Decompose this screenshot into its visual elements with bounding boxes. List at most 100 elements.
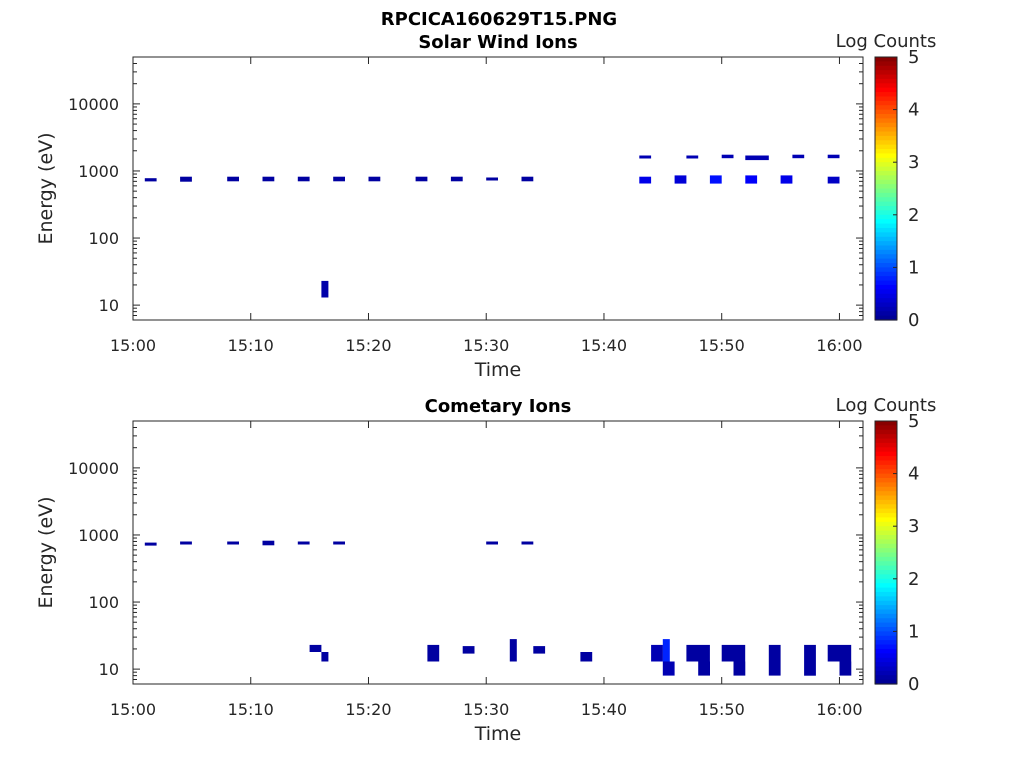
figure-title: RPCICA160629T15.PNG xyxy=(381,9,617,30)
colorbar-swatch xyxy=(875,613,897,619)
colorbar-swatch xyxy=(875,311,897,317)
colorbar-swatch xyxy=(875,565,897,571)
heatmap-cell xyxy=(427,652,440,662)
heatmap-cell xyxy=(733,661,746,676)
heatmap-cell xyxy=(486,541,498,545)
x-tick-label: 15:50 xyxy=(699,336,745,355)
colorbar-swatch xyxy=(875,425,897,431)
colorbar-swatch xyxy=(875,421,897,426)
y-axis-label: Energy (eV) xyxy=(35,132,57,244)
panels: Solar Wind Ions 15:00 15:10 15:20 15:30 15:40… xyxy=(35,31,936,745)
colorbar-swatch xyxy=(875,241,897,247)
heatmap-cell xyxy=(262,176,275,182)
colorbar-swatch xyxy=(875,464,897,470)
heatmap-cell xyxy=(450,176,463,182)
colorbar-swatch xyxy=(875,144,897,150)
y-tick-label: 1000 xyxy=(78,162,119,181)
colorbar-swatch xyxy=(875,460,897,466)
colorbar-swatch xyxy=(875,666,897,672)
colorbar-swatch xyxy=(875,109,897,115)
x-axis-label: Time xyxy=(474,359,522,381)
panel-title: Solar Wind Ions xyxy=(418,32,577,53)
colorbar-swatch xyxy=(875,477,897,483)
colorbar-swatch xyxy=(875,486,897,492)
heatmap-cell xyxy=(297,541,310,545)
x-tick-label: 15:10 xyxy=(228,336,274,355)
heatmap-cell xyxy=(686,155,699,159)
colorbar-swatch xyxy=(875,188,897,194)
colorbar-swatch xyxy=(875,434,897,440)
plot-frame xyxy=(132,56,864,321)
colorbar-swatch xyxy=(875,293,897,299)
colorbar-swatch xyxy=(875,429,897,435)
colorbar-swatch xyxy=(875,675,897,681)
colorbar-swatch xyxy=(875,61,897,67)
colorbar-swatch xyxy=(875,587,897,593)
colorbar-swatch xyxy=(875,92,897,98)
colorbar-swatch xyxy=(875,315,897,321)
heatmap-cell xyxy=(227,541,239,545)
colorbar-swatch xyxy=(875,118,897,124)
colorbar-tick-label: 5 xyxy=(908,47,919,68)
colorbar-tick-label: 4 xyxy=(908,464,919,485)
colorbar-swatch xyxy=(875,271,897,277)
heatmap-cell xyxy=(309,644,322,652)
y-tick-label: 10000 xyxy=(68,95,119,114)
colorbar-swatch xyxy=(875,210,897,216)
colorbar-swatch xyxy=(875,627,897,632)
colorbar-swatch xyxy=(875,179,897,185)
colorbar-swatch xyxy=(875,214,897,220)
heatmap-cell xyxy=(227,176,239,182)
y-axis: 10 100 1000 10000 xyxy=(68,420,863,685)
x-tick-label: 16:00 xyxy=(816,336,862,355)
colorbar-swatch xyxy=(875,640,897,646)
colorbar-swatch xyxy=(875,539,897,545)
heatmap-cell xyxy=(745,175,758,184)
colorbar-swatch xyxy=(875,618,897,624)
colorbar-swatch xyxy=(875,530,897,536)
x-axis: 15:00 15:10 15:20 15:30 15:40 15:50 16:00 xyxy=(110,421,863,719)
colorbar-swatch xyxy=(875,254,897,260)
heatmap-cell xyxy=(839,661,852,676)
heatmap-cell xyxy=(686,644,710,662)
colorbar-swatch xyxy=(875,175,897,181)
colorbar-label: Log Counts xyxy=(836,31,937,52)
colorbar-label: Log Counts xyxy=(836,395,937,416)
colorbar-swatch xyxy=(875,442,897,448)
x-axis: 15:00 15:10 15:20 15:30 15:40 15:50 16:00 xyxy=(110,57,863,355)
y-tick-label: 10000 xyxy=(68,459,119,478)
colorbar-swatch xyxy=(875,526,897,532)
colorbar-swatch xyxy=(875,263,897,268)
colorbar-swatch xyxy=(875,508,897,514)
colorbar-swatch xyxy=(875,552,897,558)
heatmap-cell xyxy=(144,542,157,546)
colorbar-swatch xyxy=(875,206,897,212)
colorbar-swatch xyxy=(875,74,897,80)
heatmap-cell xyxy=(521,176,534,182)
colorbar-swatch xyxy=(875,105,897,111)
heatmap-cell xyxy=(368,176,381,182)
colorbar-swatch xyxy=(875,447,897,453)
x-tick-label: 15:30 xyxy=(463,700,509,719)
colorbar-swatch xyxy=(875,153,897,159)
heatmap-cell xyxy=(721,644,746,662)
colorbar-swatch xyxy=(875,284,897,290)
heatmap-cell xyxy=(827,176,840,184)
heatmap-cell xyxy=(662,661,675,676)
colorbar-swatch xyxy=(875,591,897,597)
colorbar-swatch xyxy=(875,149,897,155)
colorbar-swatch xyxy=(875,306,897,312)
heatmap-cells xyxy=(144,154,840,298)
heatmap-cell xyxy=(827,644,852,662)
y-axis-label: Energy (eV) xyxy=(35,496,57,608)
colorbar-swatch xyxy=(875,127,897,133)
colorbar-swatch xyxy=(875,534,897,540)
colorbar-swatch xyxy=(875,491,897,497)
heatmap-cell xyxy=(780,175,793,184)
colorbar-tick-label: 5 xyxy=(908,411,919,432)
colorbar-swatch xyxy=(875,236,897,242)
